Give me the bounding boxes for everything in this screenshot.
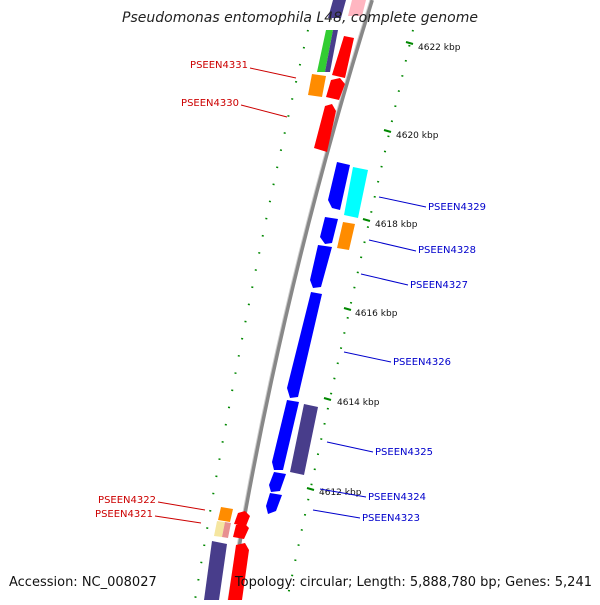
reverse-features-middle (266, 162, 368, 514)
gene-label[interactable]: PSEEN4331 (190, 60, 248, 71)
gene-label[interactable]: PSEEN4326 (393, 357, 451, 368)
callout-line (249, 67, 297, 79)
gene-feature-yellow-pseen4321[interactable] (214, 521, 225, 537)
callout-line (240, 104, 288, 118)
genome-summary: Topology: circular; Length: 5,888,780 bp… (234, 575, 592, 590)
callout-line (368, 239, 417, 252)
callout-line (312, 509, 361, 519)
gene-feature-green[interactable] (317, 30, 333, 72)
callouts-right (312, 196, 427, 519)
gene-feature-purple[interactable] (328, 0, 346, 18)
gene-feature-blue-pseen4326[interactable] (287, 292, 322, 398)
genome-backbone (228, 0, 374, 601)
tick-row-inner (194, 29, 309, 601)
gene-label[interactable]: PSEEN4324 (368, 492, 426, 503)
scale-tick (323, 397, 332, 401)
gene-feature-red-small[interactable] (326, 78, 345, 100)
scale-tick (343, 307, 352, 311)
callout-line (157, 501, 206, 511)
callout-line (319, 488, 367, 498)
gene-feature-blue-pseen4323[interactable] (266, 493, 282, 514)
scale-tick (362, 218, 371, 222)
scale-label: 4614 kbp (337, 398, 380, 408)
gene-label[interactable]: PSEEN4321 (95, 509, 153, 520)
callout-line (154, 515, 202, 524)
scale-tick (383, 129, 392, 133)
gene-feature-pink[interactable] (348, 0, 366, 16)
callouts-left (154, 67, 297, 524)
accession-label: Accession: NC_008027 (9, 575, 157, 590)
gene-label[interactable]: PSEEN4330 (181, 98, 239, 109)
callout-line (326, 441, 374, 453)
gene-feature-red-pseen4322[interactable] (234, 511, 250, 526)
scale-label: 4616 kbp (355, 309, 398, 319)
scale-tick (306, 487, 315, 491)
gene-feature-blue-pseen4328[interactable] (320, 217, 338, 244)
gene-feature-orange-pseen4322[interactable] (218, 507, 233, 522)
callout-line (343, 351, 392, 363)
forward-features-top (308, 0, 366, 152)
scale-label: 4620 kbp (396, 131, 439, 141)
gene-feature-blue-pseen4325[interactable] (272, 400, 299, 470)
scale-ticks (306, 41, 414, 491)
gene-feature-purple-bottom[interactable] (204, 541, 227, 600)
gene-feature-blue-pseen4324[interactable] (269, 472, 286, 492)
scale-tick (405, 41, 414, 45)
gene-feature-orange-pseen4328[interactable] (337, 222, 355, 250)
gene-feature-purple-strip[interactable] (325, 30, 338, 72)
tick-row-outer (286, 29, 414, 601)
gene-label[interactable]: PSEEN4325 (375, 447, 433, 458)
scale-label: 4622 kbp (418, 43, 461, 53)
gene-label[interactable]: PSEEN4327 (410, 280, 468, 291)
gene-label[interactable]: PSEEN4322 (98, 495, 156, 506)
callout-line (360, 273, 409, 286)
gene-label[interactable]: PSEEN4323 (362, 513, 420, 524)
genome-backbone-highlight (227, 0, 371, 601)
gene-feature-red-bottom[interactable] (228, 543, 249, 600)
gene-feature-blue-pseen4329[interactable] (328, 162, 350, 210)
gene-feature-red-pseen4321[interactable] (233, 523, 249, 539)
forward-features-bottom (204, 507, 250, 600)
gene-feature-cyan-pseen4329[interactable] (344, 167, 368, 218)
map-title: Pseudomonas entomophila L48, complete ge… (122, 10, 478, 26)
gene-feature-orange[interactable] (308, 74, 326, 97)
gene-feature-pink-pseen4321[interactable] (222, 522, 231, 538)
gene-feature-red-pseen4331[interactable] (332, 36, 354, 78)
scale-label: 4618 kbp (375, 220, 418, 230)
gene-feature-red-pseen4330[interactable] (314, 104, 336, 152)
gene-label[interactable]: PSEEN4328 (418, 245, 476, 256)
gene-label[interactable]: PSEEN4329 (428, 202, 486, 213)
gene-feature-purple-pseen4325[interactable] (290, 404, 318, 475)
callout-line (378, 196, 427, 208)
gene-feature-blue-pseen4327[interactable] (310, 245, 332, 288)
